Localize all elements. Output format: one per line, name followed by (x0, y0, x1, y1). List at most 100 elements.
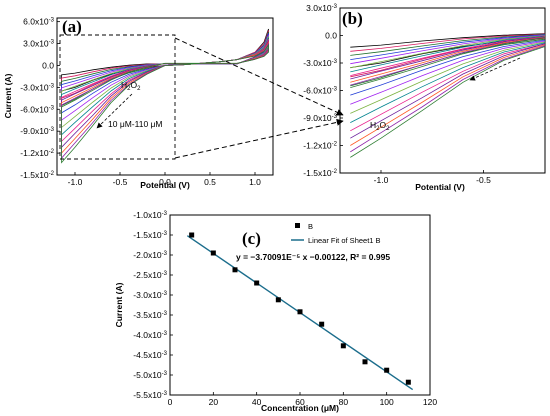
concentration-range-label: 10 μM-110 μM (108, 119, 163, 129)
cv-curve-b (350, 37, 546, 88)
axes-c: 0 20 40 60 80 100 120 -1.0x10-3 -1.5x10-3 -2.0x10… (133, 210, 437, 407)
x-tick-label-a: 0.5 (204, 177, 216, 187)
cv-curve-b (350, 36, 546, 80)
chart-panel-b: -1.0 -0.5 3.0x10-3 0.0 -3.0x10-3 -6.0x10-3 -9.… (303, 3, 546, 192)
y-tick-label-a: -3.0x10-3 (20, 82, 54, 92)
cv-curve-b (350, 35, 546, 69)
data-point (254, 280, 260, 286)
cv-curve-b (350, 33, 546, 48)
panel-label-c: (c) (242, 229, 261, 248)
cv-curve-a (61, 42, 269, 160)
cv-curve-b (350, 34, 546, 65)
cv-curve-b (350, 41, 546, 114)
annotation-h2o2-a: H2O2 (121, 80, 141, 92)
axes-a: -1.0 -0.5 0.0 0.5 1.0 6.0x10-3 3.0x10-3 0.0 -3.0… (20, 17, 261, 187)
y-tick-label-c: -3.0x10-3 (133, 290, 167, 300)
x-tick-label-c: 40 (252, 397, 262, 407)
x-tick-label-c: 0 (168, 397, 173, 407)
legend-c: B Linear Fit of Sheet1 B (291, 222, 381, 245)
panel-label-a: (a) (62, 17, 82, 36)
y-tick-label-a: -9.0x10-3 (20, 126, 54, 136)
y-tick-label-c: -4.0x10-3 (133, 330, 167, 340)
data-point (319, 321, 325, 327)
panel-label-b: (b) (342, 9, 363, 28)
legend-marker-b (295, 223, 300, 228)
zoom-connector-top (174, 37, 344, 116)
cv-curve-b (350, 43, 546, 132)
h2o2-label-b: H2O2 (370, 120, 390, 132)
cv-curve-b (350, 36, 546, 83)
axes-b: -1.0 -0.5 3.0x10-3 0.0 -3.0x10-3 -6.0x10-3 -9.… (303, 3, 491, 185)
zoom-connector-bottom (174, 118, 344, 159)
h2o2-arrow-a (96, 93, 133, 129)
x-tick-label-c: 60 (295, 397, 305, 407)
x-tick-label-b: -1.0 (374, 175, 389, 185)
cv-curve-b (350, 46, 546, 158)
cv-curve-b (350, 33, 546, 52)
y-tick-label-a: 6.0x10-3 (23, 17, 55, 27)
y-tick-label-b: -3.0x10-3 (303, 58, 337, 68)
y-axis-label-a: Current (A) (3, 73, 13, 118)
y-tick-label-a: 3.0x10-3 (23, 39, 55, 49)
y-tick-label-a: -6.0x10-3 (20, 104, 54, 114)
chart-panel-a: -1.0 -0.5 0.0 0.5 1.0 6.0x10-3 3.0x10-3 0.0 -3.0… (3, 17, 274, 190)
data-point (362, 359, 368, 365)
cv-curve-b (350, 45, 546, 153)
y-tick-label-c: -1.0x10-3 (133, 210, 167, 220)
data-point (210, 250, 216, 256)
cv-curve-a (61, 31, 269, 107)
x-tick-label-a: 1.0 (249, 177, 261, 187)
y-tick-label-b: -9.0x10-3 (303, 113, 337, 123)
y-tick-label-c: -2.5x10-3 (133, 270, 167, 280)
cv-curve-b (350, 43, 546, 139)
cv-curve-b (350, 34, 546, 56)
x-tick-label-a: -0.5 (113, 177, 128, 187)
y-tick-label-b: -6.0x10-3 (303, 86, 337, 96)
y-tick-label-c: -2.0x10-3 (133, 250, 167, 260)
cv-curve-b (350, 35, 546, 73)
x-axis-label-c: Concentration (μM) (261, 403, 339, 413)
y-tick-label-a: -1.2x10-2 (20, 148, 54, 158)
cv-curve-a (61, 33, 269, 114)
plot-frame-a (56, 17, 274, 176)
data-point (189, 232, 195, 238)
data-point (340, 343, 346, 349)
legend-label-b: B (308, 222, 313, 231)
x-tick-label-c: 120 (423, 397, 437, 407)
cv-curve-b (350, 34, 546, 60)
curve-group-a (61, 28, 269, 164)
x-axis-label-a: Potential (V) (140, 180, 190, 190)
y-tick-label-b: -1.2x10-2 (303, 141, 337, 151)
h2o2-arrow-b (469, 57, 521, 81)
y-tick-label-a: -1.5x10-2 (20, 170, 54, 180)
y-tick-label-b: 3.0x10-3 (306, 3, 338, 13)
zoom-box (59, 34, 176, 160)
data-point (384, 367, 390, 373)
cv-curve-b (350, 36, 546, 76)
x-tick-label-a: -1.0 (68, 177, 83, 187)
x-tick-label-a: 0.0 (159, 177, 171, 187)
data-point (232, 267, 238, 273)
x-axis-label-b: Potential (V) (415, 182, 465, 192)
x-tick-label-c: 20 (209, 397, 219, 407)
y-tick-label-b: 0.0 (325, 31, 337, 41)
fit-equation: y = −3.70091E⁻⁵ x −0.00122, R² = 0.995 (236, 252, 390, 262)
cv-curve-a (61, 43, 269, 164)
y-tick-label-c: -5.5x10-3 (133, 390, 167, 400)
y-axis-label-c: Current (A) (114, 282, 124, 327)
legend-label-fit: Linear Fit of Sheet1 B (308, 236, 381, 245)
h2o2-label-a: H2O2 (121, 80, 141, 92)
data-point (405, 379, 411, 385)
y-tick-label-a: 0.0 (42, 60, 54, 70)
curve-group-b (350, 33, 546, 158)
y-tick-label-c: -1.5x10-3 (133, 230, 167, 240)
x-tick-label-b: -0.5 (476, 175, 491, 185)
y-tick-label-b: -1.5x10-2 (303, 168, 337, 178)
y-tick-label-c: -4.5x10-3 (133, 350, 167, 360)
cv-curve-b (350, 40, 546, 105)
cv-curve-b (350, 42, 546, 123)
cv-curve-a (61, 34, 269, 121)
chart-panel-c: 0 20 40 60 80 100 120 -1.0x10-3 -1.5x10-3 -2.0x10… (114, 210, 437, 413)
plot-frame-b (339, 7, 546, 174)
